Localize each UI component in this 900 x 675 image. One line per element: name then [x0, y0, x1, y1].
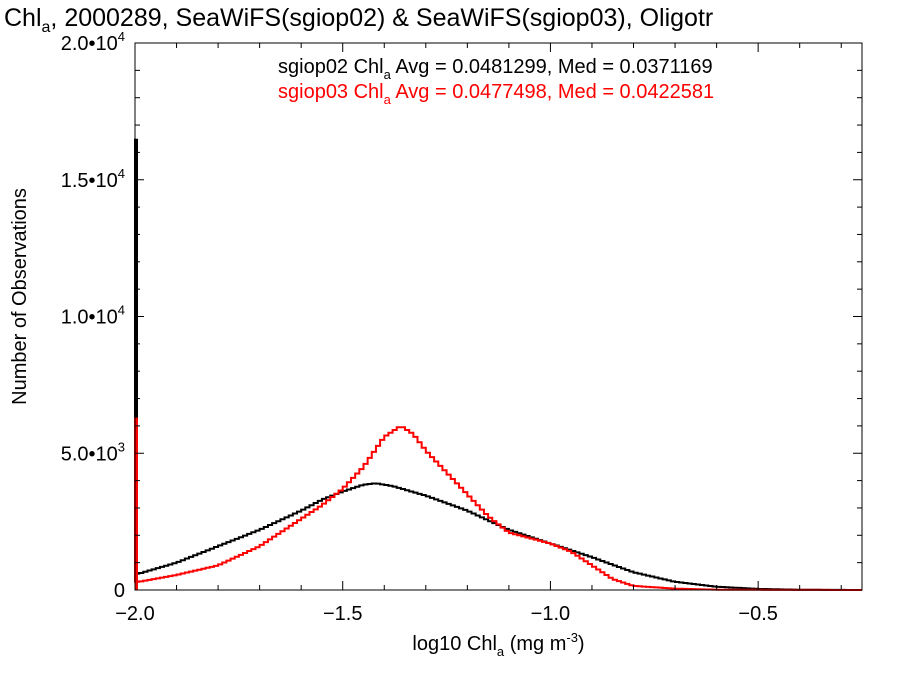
y-axis-label: Number of Observations	[9, 188, 31, 405]
y-tick-label: 2.0•104	[61, 29, 125, 55]
x-tick-label: −1.5	[323, 603, 362, 625]
y-tick-label: 1.5•104	[61, 166, 125, 192]
series-1-histogram	[134, 417, 862, 591]
series-1-spike	[135, 417, 138, 590]
tick-layer	[134, 42, 862, 591]
series-1-stats-label: sgiop03 Chla Avg = 0.0477498, Med = 0.04…	[278, 81, 714, 107]
series-0-stats-label: sgiop02 Chla Avg = 0.0481299, Med = 0.03…	[278, 56, 713, 82]
series-0-histogram	[134, 138, 862, 591]
y-tick-label: 1.0•104	[61, 303, 125, 329]
plot-frame	[134, 42, 863, 591]
series-layer	[134, 138, 862, 591]
x-axis-label: log10 Chla (mg m-3)	[412, 630, 584, 659]
y-tick-label: 5.0•103	[61, 439, 125, 465]
x-tick-label: −2.0	[115, 603, 154, 625]
y-tick-label: 0	[114, 580, 125, 602]
chart-title: Chla, 2000289, SeaWiFS(sgiop02) & SeaWiF…	[4, 4, 714, 36]
x-tick-label: −0.5	[738, 603, 777, 625]
series-0-spike	[135, 138, 138, 590]
x-tick-label: −1.0	[531, 603, 570, 625]
label-layer: −2.0 −1.5 −1.0 −0.5 0 5.0•103 1.0•104 1.5•104 2.…	[9, 29, 778, 659]
